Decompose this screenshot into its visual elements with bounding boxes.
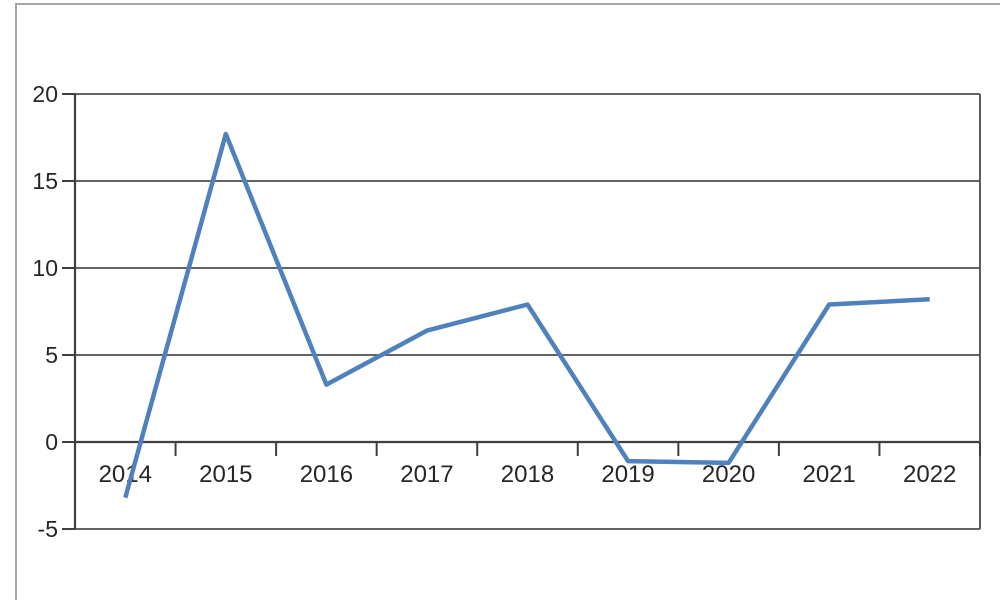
y-tick-label: 15	[32, 168, 58, 194]
x-tick-label: 2017	[400, 461, 453, 488]
x-tick-label: 2020	[702, 461, 755, 488]
x-tick-label: 2018	[501, 461, 554, 488]
y-tick-label: 10	[32, 255, 58, 281]
x-tick-label: 2016	[300, 461, 353, 488]
data-series-line	[123, 131, 930, 499]
y-tick-label: 5	[45, 342, 58, 368]
x-tick-label: 2015	[199, 461, 252, 488]
x-tick-label: 2019	[601, 461, 654, 488]
y-tick-label: 20	[32, 81, 58, 107]
y-tick-label: 0	[45, 429, 58, 455]
y-tick-label: -5	[38, 516, 58, 542]
x-tick-label: 2022	[903, 461, 956, 488]
x-tick-label: 2021	[802, 461, 855, 488]
x-tick-label: 2014	[99, 461, 152, 488]
figure-border	[15, 3, 1000, 600]
